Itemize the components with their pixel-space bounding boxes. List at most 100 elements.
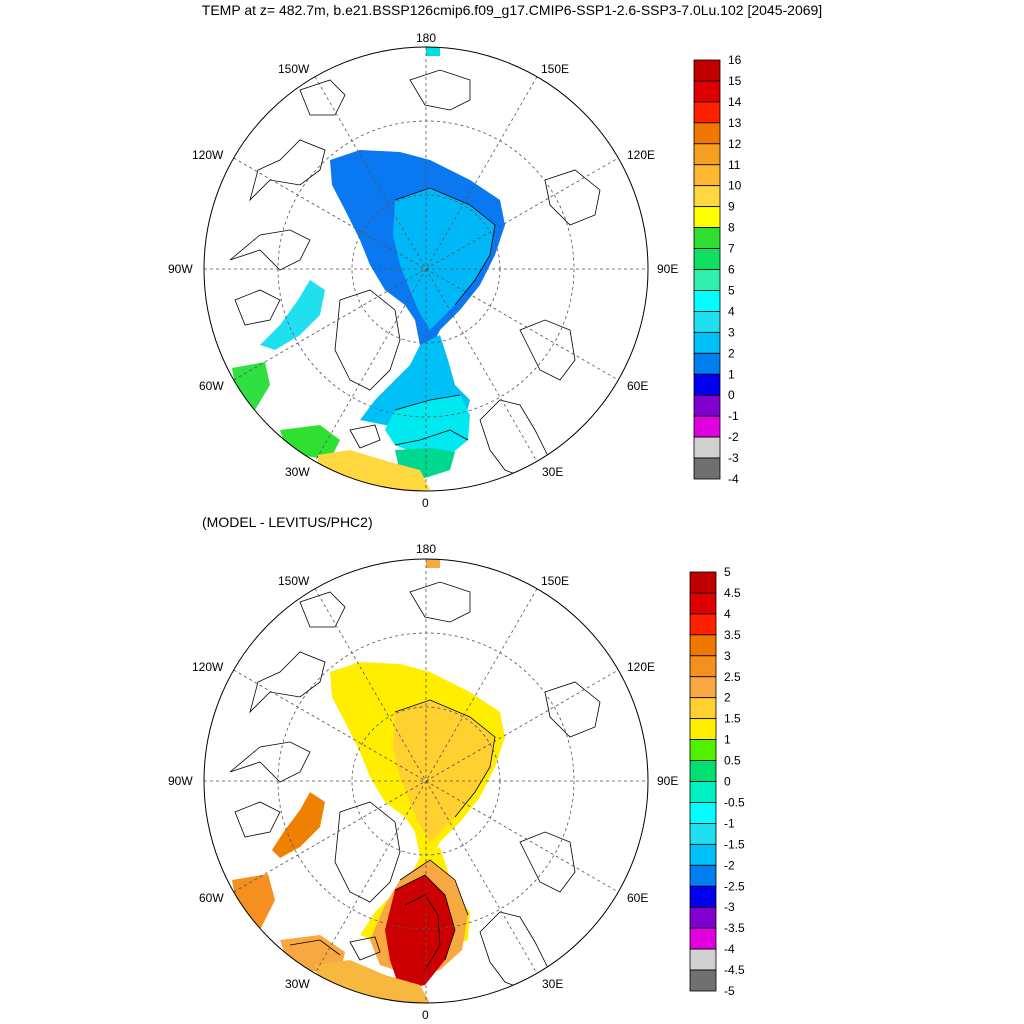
colorbar-tick-label: 16 <box>728 53 742 67</box>
colorbar-swatch <box>693 80 721 103</box>
colorbar-swatch <box>689 634 717 657</box>
colorbar-swatch <box>689 655 717 678</box>
contour-line <box>394 187 496 306</box>
colorbar-swatch <box>689 760 717 782</box>
colorbar-tick-label: -2 <box>728 430 739 444</box>
norwegian-core-fill <box>385 875 455 990</box>
norwegian-sea-fill <box>385 395 470 455</box>
contour-line <box>394 429 469 446</box>
colorbar-swatch <box>693 185 721 208</box>
colorbar-swatch <box>689 843 717 866</box>
colorbar-swatch <box>689 864 717 887</box>
colorbar-swatch <box>693 248 721 270</box>
lon-label-30w: 30W <box>285 977 310 991</box>
colorbar-swatch <box>693 436 721 459</box>
graticule <box>204 559 648 1003</box>
colorbar-swatch <box>689 823 717 845</box>
colorbar-swatch <box>689 676 717 699</box>
colorbar-tick-label: 5 <box>724 565 731 579</box>
colorbar-tick-label: 0.5 <box>724 754 741 768</box>
colorbar-tick-label: 14 <box>728 95 742 109</box>
colorbar-tick-label: -3.5 <box>724 921 745 935</box>
longitude-labels: 180 150E 120E 90E 60E 30E 0 30W 60W 90W … <box>168 542 678 1022</box>
lon-label-30e: 30E <box>542 465 563 479</box>
colorbar-tick-label: -1 <box>724 816 735 830</box>
lon-label-180: 180 <box>416 31 436 45</box>
contour-line <box>394 699 496 818</box>
graticule <box>204 47 648 491</box>
colorbar-tick-label: 15 <box>728 74 742 88</box>
colorbar-swatch <box>693 206 721 228</box>
lon-label-150e: 150E <box>541 62 569 76</box>
colorbar-tick-label: -5 <box>724 984 735 998</box>
labrador-fill <box>232 874 275 930</box>
colorbar-tick-label: -4 <box>724 942 735 956</box>
colorbar-swatch <box>693 457 721 480</box>
colorbar-tick-label: 0 <box>724 775 731 789</box>
colorbar-tick-label: 10 <box>728 179 742 193</box>
colorbar-tick-label: -2 <box>724 858 735 872</box>
colorbar-swatch <box>689 592 717 615</box>
colorbar-tick-label: -0.5 <box>724 795 745 809</box>
lon-label-0: 0 <box>422 1008 429 1022</box>
colorbar-swatch <box>689 948 717 971</box>
colorbar-tick-label: 13 <box>728 116 742 130</box>
lon-label-60e: 60E <box>627 379 648 393</box>
colorbar-tick-label: -3 <box>724 900 735 914</box>
difference-subtitle: (MODEL - LEVITUS/PHC2) <box>202 514 373 530</box>
lon-label-60w: 60W <box>199 379 224 393</box>
difference-map: 180 150E 120E 90E 60E 30E 0 30W 60W 90W … <box>168 542 678 1022</box>
colorbar-tick-label: 2 <box>728 346 735 360</box>
lon-label-120e: 120E <box>627 660 655 674</box>
lon-label-90w: 90W <box>168 774 193 788</box>
colorbar-tick-label: 5 <box>728 283 735 297</box>
lon-label-120w: 120W <box>192 148 224 162</box>
colorbar-tick-label: 3 <box>724 649 731 663</box>
colorbar-swatch <box>693 101 721 124</box>
bering-fill <box>426 47 440 56</box>
colorbar-tick-label: -1 <box>728 409 739 423</box>
contour-line <box>289 939 341 956</box>
bering-fill <box>426 559 440 568</box>
colorbar-tick-label: 4.5 <box>724 586 741 600</box>
colorbar-swatch <box>693 373 721 396</box>
map-boundary <box>203 558 649 1004</box>
lon-label-90w: 90W <box>168 262 193 276</box>
colorbar-tick-label: 1 <box>728 367 735 381</box>
colorbar-swatch <box>693 143 721 166</box>
colorbar-tick-label: 9 <box>728 200 735 214</box>
colorbar-swatch <box>693 290 721 312</box>
colorbar-swatch <box>693 269 721 291</box>
colorbar-tick-label: 4 <box>724 607 731 621</box>
lon-label-120w: 120W <box>192 660 224 674</box>
lon-label-0: 0 <box>422 496 429 510</box>
lon-label-150w: 150W <box>278 62 310 76</box>
colorbar-swatch <box>689 906 717 929</box>
contour-line <box>394 394 461 411</box>
colorbar-swatch <box>689 885 717 908</box>
colorbar-swatch <box>689 718 717 741</box>
temperature-map: 180 150E 120E 90E 60E 30E 0 30W 60W 90W … <box>168 31 678 510</box>
colorbar-tick-label: 1.5 <box>724 712 741 726</box>
lon-label-150e: 150E <box>541 574 569 588</box>
colorbar-swatch <box>689 969 717 992</box>
colorbar-swatch <box>693 415 721 438</box>
colorbar-tick-label: 2 <box>724 691 731 705</box>
colorbar-tick-label: 3 <box>728 325 735 339</box>
lon-label-30w: 30W <box>285 465 310 479</box>
lon-label-180: 180 <box>416 542 436 556</box>
lon-label-150w: 150W <box>278 574 310 588</box>
colorbar-tick-label: -3 <box>728 451 739 465</box>
coastlines <box>229 581 601 993</box>
contour-line <box>394 874 456 961</box>
lon-label-60e: 60E <box>627 891 648 905</box>
lon-label-30e: 30E <box>542 977 563 991</box>
colorbar-swatch <box>689 802 717 824</box>
colorbar-swatch <box>689 697 717 720</box>
lon-label-60w: 60W <box>199 891 224 905</box>
colorbar-tick-label: 8 <box>728 221 735 235</box>
colorbar-swatch <box>689 739 717 761</box>
colorbar-tick-label: -4.5 <box>724 963 745 977</box>
colorbar-swatch <box>693 310 721 333</box>
